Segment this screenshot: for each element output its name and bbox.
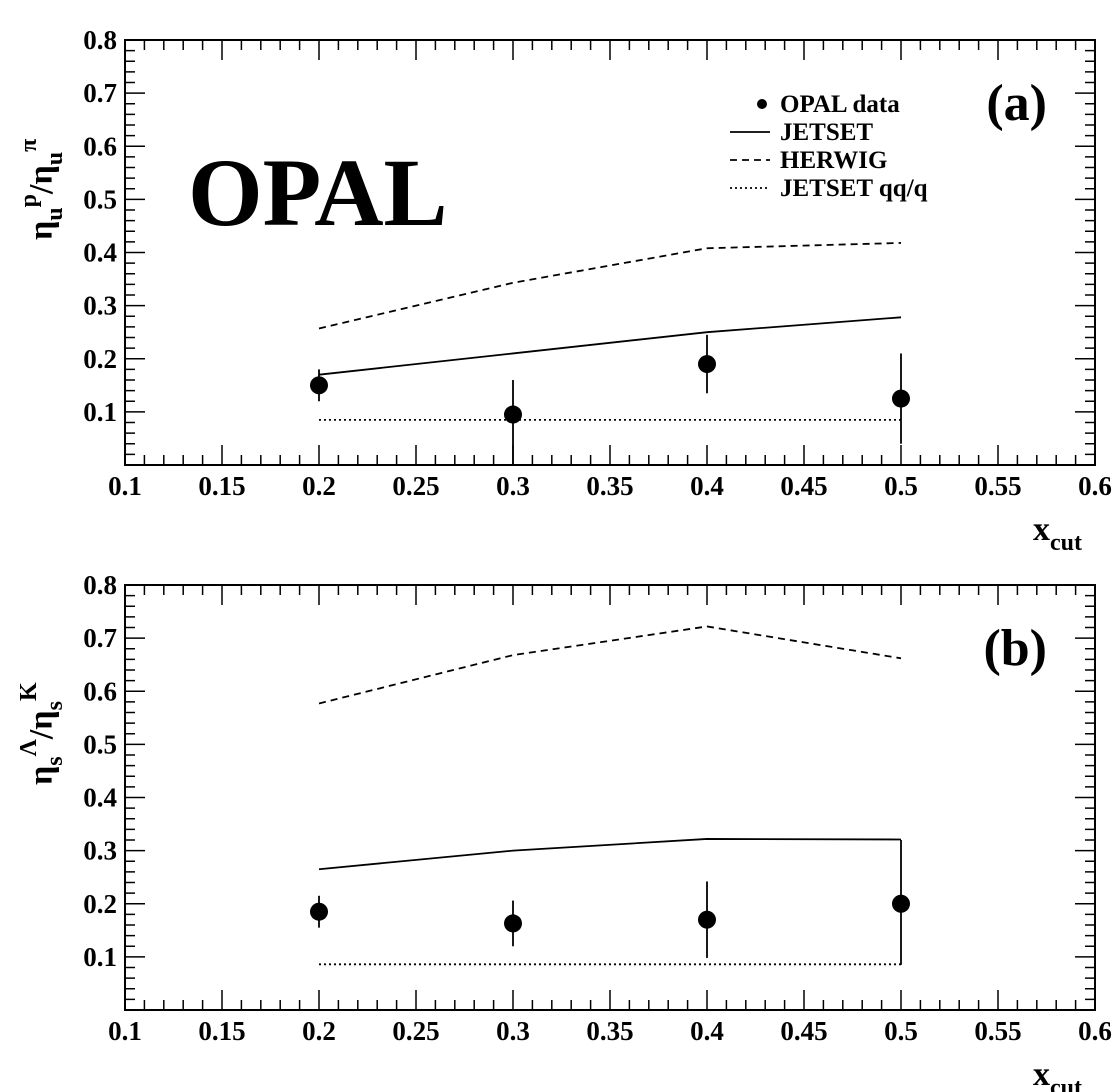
- y-axis-sub: u: [42, 152, 68, 165]
- y-tick-label: 0.3: [83, 291, 117, 321]
- jetset-curve: [318, 838, 902, 871]
- y-tick-label: 0.2: [83, 889, 117, 919]
- x-tick-label: 0.2: [302, 471, 336, 501]
- herwig-curve: [318, 625, 902, 705]
- x-tick-label: 0.5: [884, 1016, 918, 1046]
- y-tick-label: 0.6: [83, 131, 117, 161]
- x-tick-label: 0.6: [1078, 1016, 1112, 1046]
- x-tick-label: 0.45: [780, 471, 827, 501]
- data-point: [310, 902, 328, 921]
- x-tick-label: 0.35: [586, 471, 633, 501]
- data-point: [310, 376, 328, 395]
- x-tick-label: 0.55: [974, 471, 1021, 501]
- y-tick-label: 0.1: [83, 942, 117, 972]
- y-tick-label: 0.1: [83, 397, 117, 427]
- x-axis-title: xcut: [1033, 511, 1082, 556]
- x-axis-main: x: [1033, 511, 1050, 548]
- y-axis-slash: /: [23, 729, 60, 740]
- plot-frame: [124, 39, 1096, 466]
- y-tick-label: 0.8: [83, 570, 117, 600]
- x-tick-label: 0.45: [780, 1016, 827, 1046]
- y-axis-sub: s: [42, 756, 68, 765]
- data-point: [892, 389, 910, 408]
- y-tick-label: 0.4: [83, 783, 117, 813]
- data-point: [698, 355, 716, 374]
- x-tick-label: 0.35: [586, 1016, 633, 1046]
- legend-marker-data: [757, 99, 767, 109]
- x-tick-label: 0.6: [1078, 471, 1112, 501]
- legend-label: JETSET qq/q: [780, 175, 928, 202]
- legend-label: HERWIG: [780, 147, 887, 174]
- y-axis-sup: p: [16, 194, 42, 207]
- panel-a: 0.1 0.15 0.2 0.25 0.3 0.35 0.4 0.45 0.5 0.55 0.6 0.…: [16, 25, 1112, 556]
- y-axis-sup2: K: [16, 682, 42, 701]
- y-tick-label: 0.8: [83, 25, 117, 55]
- tick-marks: [124, 584, 1096, 1011]
- y-axis-slash: /: [23, 184, 60, 195]
- x-tick-label: 0.25: [392, 471, 439, 501]
- y-axis-text: ηsΛ/ηsK: [16, 682, 68, 785]
- y-axis-title: ηup/ηuπ: [16, 139, 68, 240]
- y-tick-label: 0.5: [83, 729, 117, 759]
- x-tick-label: 0.5: [884, 471, 918, 501]
- x-tick-label: 0.1: [108, 471, 142, 501]
- y-tick-label: 0.7: [83, 78, 117, 108]
- y-axis-sup2: π: [16, 139, 42, 152]
- y-axis-sup: Λ: [16, 738, 42, 756]
- x-tick-label: 0.15: [198, 1016, 245, 1046]
- x-tick-label: 0.25: [392, 1016, 439, 1046]
- y-axis-title: ηsΛ/ηsK: [16, 682, 68, 785]
- data-point: [698, 910, 716, 929]
- x-tick-label: 0.4: [690, 471, 724, 501]
- panel-tag: (b): [983, 620, 1047, 677]
- y-tick-label: 0.7: [83, 623, 117, 653]
- y-axis-text: ηup/ηuπ: [16, 139, 68, 240]
- x-axis-title: xcut: [1033, 1056, 1082, 1092]
- x-tick-label: 0.4: [690, 1016, 724, 1046]
- y-axis-eta: η: [23, 766, 60, 785]
- legend-label: JETSET: [780, 119, 873, 146]
- y-axis-sub: u: [42, 207, 68, 220]
- y-tick-label: 0.5: [83, 184, 117, 214]
- tick-marks: [124, 39, 1096, 466]
- y-tick-label: 0.4: [83, 238, 117, 268]
- data-point: [504, 405, 522, 424]
- x-axis-sub: cut: [1050, 1075, 1082, 1092]
- x-tick-label: 0.3: [496, 1016, 530, 1046]
- y-tick-label: 0.6: [83, 676, 117, 706]
- data-point: [504, 914, 522, 933]
- data-point: [892, 894, 910, 913]
- x-axis-sub: cut: [1050, 530, 1082, 556]
- x-tick-label: 0.2: [302, 1016, 336, 1046]
- legend-label: OPAL data: [780, 91, 900, 118]
- y-tick-label: 0.2: [83, 344, 117, 374]
- panel-b: 0.1 0.15 0.2 0.25 0.3 0.35 0.4 0.45 0.5 0.55 0.6 0.…: [16, 570, 1112, 1092]
- herwig-curve: [318, 242, 902, 330]
- y-tick-label: 0.3: [83, 836, 117, 866]
- x-tick-label: 0.3: [496, 471, 530, 501]
- y-axis-eta: η: [23, 165, 60, 184]
- y-axis-sub: s: [42, 701, 68, 710]
- plot-frame: [124, 584, 1096, 1011]
- panel-tag: (a): [986, 75, 1047, 132]
- x-tick-label: 0.1: [108, 1016, 142, 1046]
- x-tick-label: 0.15: [198, 471, 245, 501]
- experiment-label: OPAL: [188, 139, 448, 246]
- x-axis-main: x: [1033, 1056, 1050, 1092]
- y-axis-eta: η: [23, 710, 60, 729]
- jetset-curve: [318, 316, 902, 376]
- x-tick-label: 0.55: [974, 1016, 1021, 1046]
- y-axis-eta: η: [23, 221, 60, 240]
